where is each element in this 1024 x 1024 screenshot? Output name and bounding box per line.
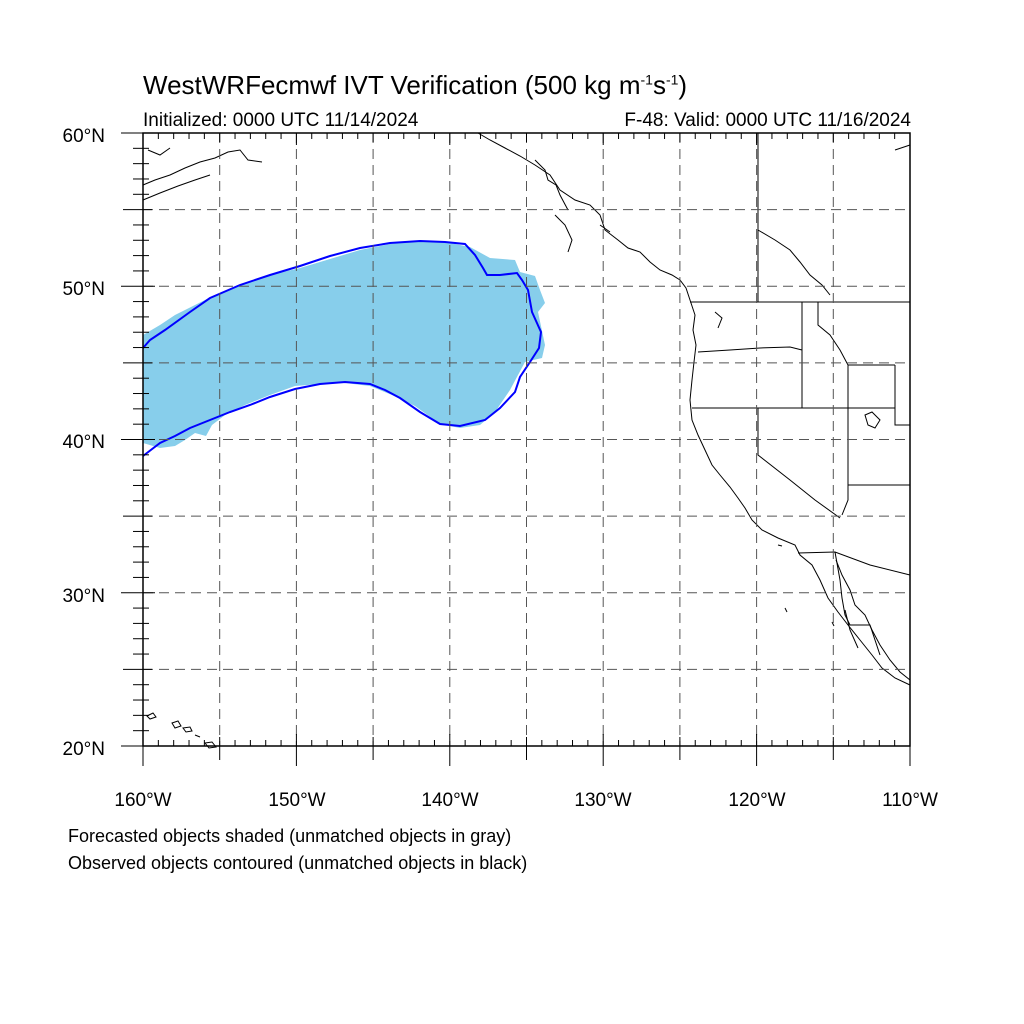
forecast-object-shading bbox=[143, 241, 545, 448]
latitude-labels: 60°N 50°N 40°N 30°N 20°N bbox=[63, 126, 105, 760]
lat-label-60: 60°N bbox=[63, 126, 105, 147]
lon-label-130w: 130°W bbox=[574, 790, 631, 811]
initialized-time: Initialized: 0000 UTC 11/14/2024 bbox=[143, 110, 419, 131]
lat-label-50: 50°N bbox=[63, 279, 105, 300]
valid-time: F-48: Valid: 0000 UTC 11/16/2024 bbox=[624, 110, 911, 131]
longitude-labels: 160°W 150°W 140°W 130°W 120°W 110°W bbox=[114, 790, 938, 811]
footer-forecast-note: Forecasted objects shaded (unmatched obj… bbox=[68, 826, 512, 846]
lat-label-20: 20°N bbox=[63, 739, 105, 760]
lat-label-40: 40°N bbox=[63, 432, 105, 453]
borders bbox=[690, 133, 911, 656]
lon-label-140w: 140°W bbox=[421, 790, 478, 811]
lon-label-120w: 120°W bbox=[728, 790, 785, 811]
lon-label-110w: 110°W bbox=[882, 790, 938, 811]
islands bbox=[146, 311, 881, 749]
map-grid bbox=[143, 133, 910, 746]
footer-observed-note: Observed objects contoured (unmatched ob… bbox=[68, 853, 528, 873]
lon-label-150w: 150°W bbox=[268, 790, 325, 811]
lat-label-30: 30°N bbox=[63, 586, 105, 607]
coastlines bbox=[142, 132, 911, 686]
observed-object-contour bbox=[142, 239, 543, 457]
map-title: WestWRFecmwf IVT Verification (500 kg m-… bbox=[143, 70, 688, 100]
lon-label-160w: 160°W bbox=[114, 790, 171, 811]
axis-ticks bbox=[121, 132, 911, 766]
